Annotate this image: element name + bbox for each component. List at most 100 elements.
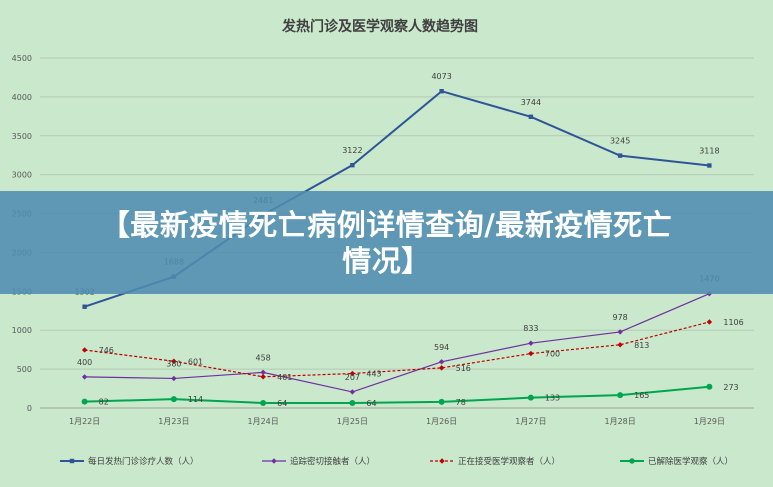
data-point: [350, 162, 355, 168]
data-label: 401: [277, 373, 292, 382]
y-tick-label: 0: [27, 404, 32, 413]
x-tick-label: 1月27日: [515, 417, 546, 426]
x-tick-label: 1月23日: [158, 417, 189, 426]
data-point: [706, 383, 713, 390]
x-tick-label: 1月26日: [426, 417, 457, 426]
data-label: 78: [456, 398, 466, 407]
overlay-banner[interactable]: 【最新疫情死亡病例详情查询/最新疫情死亡 情况】: [0, 191, 773, 294]
data-point: [260, 369, 266, 376]
overlay-banner-text: 【最新疫情死亡病例详情查询/最新疫情死亡 情况】: [47, 207, 727, 279]
y-tick-label: 4500: [12, 54, 32, 63]
data-label: 82: [99, 398, 109, 407]
data-point: [528, 350, 534, 357]
data-point: [81, 374, 88, 380]
data-label: 594: [434, 343, 449, 352]
data-point: [69, 458, 75, 464]
data-label: 64: [277, 399, 287, 408]
data-point: [528, 340, 534, 346]
y-tick-label: 3000: [12, 171, 32, 180]
data-point: [706, 319, 713, 325]
data-point: [271, 458, 277, 464]
data-point: [81, 398, 88, 405]
series-line: [84, 321, 710, 378]
data-label: 601: [188, 357, 203, 366]
data-point: [629, 458, 635, 464]
legend-label: 追踪密切接触者（人）: [290, 456, 375, 467]
data-label: 380: [166, 359, 181, 368]
legend-label: 已解除医学观察（人）: [648, 456, 733, 467]
data-point: [170, 396, 177, 403]
x-tick-label: 1月28日: [604, 417, 635, 426]
legend: 每日发热门诊诊疗人数（人） 追踪密切接触者（人） 正在接受医学观察者（人） 已解除医学…: [60, 456, 733, 467]
legend-label: 每日发热门诊诊疗人数（人）: [88, 456, 199, 467]
data-point: [260, 374, 266, 380]
data-point: [171, 358, 177, 364]
data-point: [349, 389, 356, 395]
data-point: [707, 163, 712, 168]
x-tick-label: 1月22日: [69, 417, 100, 426]
data-label: 443: [366, 370, 381, 379]
data-point: [527, 394, 534, 401]
legend-item: 正在接受医学观察者（人）: [430, 456, 560, 467]
data-label: 133: [545, 394, 560, 403]
data-point: [260, 400, 267, 407]
data-point: [617, 342, 623, 348]
data-label: 4073: [431, 72, 451, 81]
data-point: [438, 365, 445, 371]
legend-item: 每日发热门诊诊疗人数（人）: [60, 456, 199, 467]
data-point: [439, 89, 444, 94]
y-tick-label: 3500: [12, 132, 32, 141]
data-label: 3122: [342, 146, 362, 155]
legend-item: 追踪密切接触者（人）: [262, 456, 375, 467]
data-label: 207: [345, 373, 360, 382]
data-point: [528, 114, 534, 119]
series-layer: [81, 89, 713, 407]
data-point: [438, 359, 445, 365]
data-label: 400: [77, 358, 92, 367]
x-tick-label: 1月24日: [247, 417, 278, 426]
data-label: 700: [545, 350, 560, 359]
data-label: 833: [523, 324, 538, 333]
y-tick-label: 1000: [12, 326, 32, 335]
data-point: [617, 329, 623, 335]
overlay-line-1: 【最新疫情死亡病例详情查询/最新疫情死亡: [100, 207, 673, 242]
data-point: [617, 392, 624, 399]
data-label: 3744: [521, 98, 541, 107]
legend-label: 正在接受医学观察者（人）: [458, 456, 560, 467]
data-point: [439, 458, 445, 464]
data-label: 165: [634, 391, 649, 400]
data-label: 458: [255, 353, 270, 362]
data-point: [617, 153, 623, 158]
data-label: 746: [99, 346, 114, 355]
data-label: 813: [634, 341, 649, 350]
data-point: [349, 370, 356, 377]
data-label: 114: [188, 395, 203, 404]
data-label: 516: [456, 364, 471, 373]
overlay-line-2: 情况】: [342, 243, 431, 278]
series-line: [84, 385, 710, 405]
data-point: [82, 304, 87, 309]
series-3: [81, 319, 713, 380]
x-tick-label: 1月29日: [694, 417, 725, 426]
grid-layer: 050010001500200025003000350040004500: [12, 54, 754, 413]
series-line: [84, 293, 710, 393]
y-tick-label: 4000: [12, 93, 32, 102]
data-label: 64: [366, 399, 376, 408]
data-label: 978: [612, 313, 627, 322]
data-label: 3245: [610, 137, 630, 146]
chart-title: 发热门诊及医学观察人数趋势图: [281, 18, 478, 35]
data-label: 273: [723, 383, 738, 392]
series-2: [81, 290, 713, 395]
data-point: [438, 398, 445, 405]
data-point: [171, 375, 177, 382]
legend-item: 已解除医学观察（人）: [620, 456, 733, 467]
x-tick-label: 1月25日: [337, 417, 368, 426]
series-4: [81, 383, 713, 407]
data-label: 3118: [699, 146, 719, 155]
data-point: [349, 400, 356, 407]
x-axis: 1月22日 1月23日 1月24日 1月25日 1月26日 1月27日 1月28日 1月29日: [69, 417, 725, 426]
data-point: [81, 347, 88, 353]
data-label: 1106: [723, 318, 743, 327]
